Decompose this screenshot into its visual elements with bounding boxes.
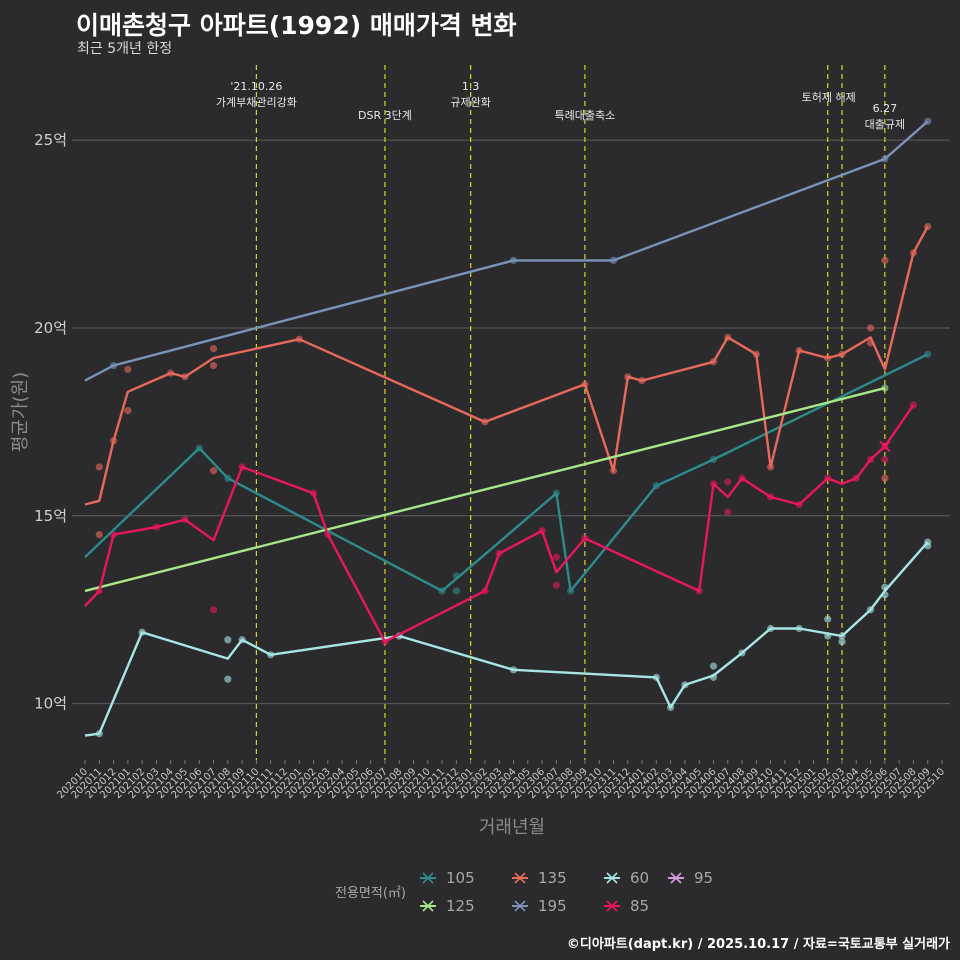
legend-label: 135 [538,869,567,887]
legend-label: 95 [694,869,713,887]
data-point-85 [724,478,732,486]
series-line-85 [84,404,915,643]
event-label: 대출규제 [865,118,905,131]
legend-item-195: 195 [512,897,567,915]
series-line-105 [84,353,929,593]
y-tick-label: 20억 [34,319,67,337]
legend-swatch-mark [514,872,526,884]
data-point-105 [452,587,460,595]
legend-swatch-mark [606,900,618,912]
series-line-135 [84,225,929,506]
y-tick-label: 25억 [34,131,67,149]
series-line-195 [84,120,929,382]
chart-subtitle: 최근 5개년 한정 [77,41,173,57]
event-label: 가계부채관리강화 [216,96,297,109]
chart-title: 이매촌청구 아파트(1992) 매매가격 변화 [76,11,517,40]
data-point-85 [552,581,560,589]
data-point-60 [709,662,718,670]
legend-item-95: 95 [668,869,713,887]
y-tick-label: 15억 [34,507,67,525]
legend-item-125: 125 [420,897,475,915]
data-point-135 [881,256,889,264]
legend-label: 60 [630,869,649,887]
legend-swatch-mark [670,872,682,884]
legend-swatch-mark [422,900,434,912]
legend-title: 전용면적(㎡) [335,886,406,901]
x-axis-title: 거래년월 [479,817,545,838]
data-point-60 [838,638,846,646]
data-point-85 [881,455,889,464]
legend-swatch-mark [514,900,526,912]
event-label: '21.10.26 [230,80,282,93]
legend-label: 125 [446,897,475,915]
data-point-85 [552,553,560,561]
y-tick-label: 10억 [34,695,67,713]
data-point-135 [881,474,889,482]
data-point-135 [209,361,218,370]
y-axis-title: 평균가(원) [10,372,31,452]
event-label: 토허제 해제 [802,90,856,104]
source-caption: ©디아파트(dapt.kr) / 2025.10.17 / 자료=국토교통부 실… [566,937,950,952]
legend-label: 85 [630,897,649,915]
data-point-135 [124,407,132,415]
data-point-135 [866,324,875,332]
data-point-135 [209,345,218,353]
data-point-135 [124,365,132,373]
event-label: 6.27 [873,102,898,115]
legend-swatch-mark [422,872,434,884]
event-label: 1.3 [462,80,480,93]
legend-label: 105 [446,869,475,887]
data-point-60 [824,615,832,623]
legend-item-135: 135 [512,869,567,887]
legend-swatch-mark [606,872,618,884]
legend-label: 195 [538,897,567,915]
event-label: 규제완화 [450,96,490,109]
legend-item-85: 85 [604,897,649,915]
data-point-135 [209,467,218,475]
series-marker-85 [879,440,891,453]
data-point-135 [95,530,103,539]
series-line-125 [84,386,886,593]
legend-item-105: 105 [420,869,475,887]
series-line-60 [84,541,929,737]
data-point-85 [724,508,732,516]
data-point-60 [224,636,232,644]
event-label: 특례대출축소 [555,109,616,122]
event-label: DSR 3단계 [358,109,412,122]
legend-item-60: 60 [604,869,649,887]
data-point-60 [224,675,232,683]
data-point-85 [209,606,218,614]
data-point-135 [95,463,103,471]
